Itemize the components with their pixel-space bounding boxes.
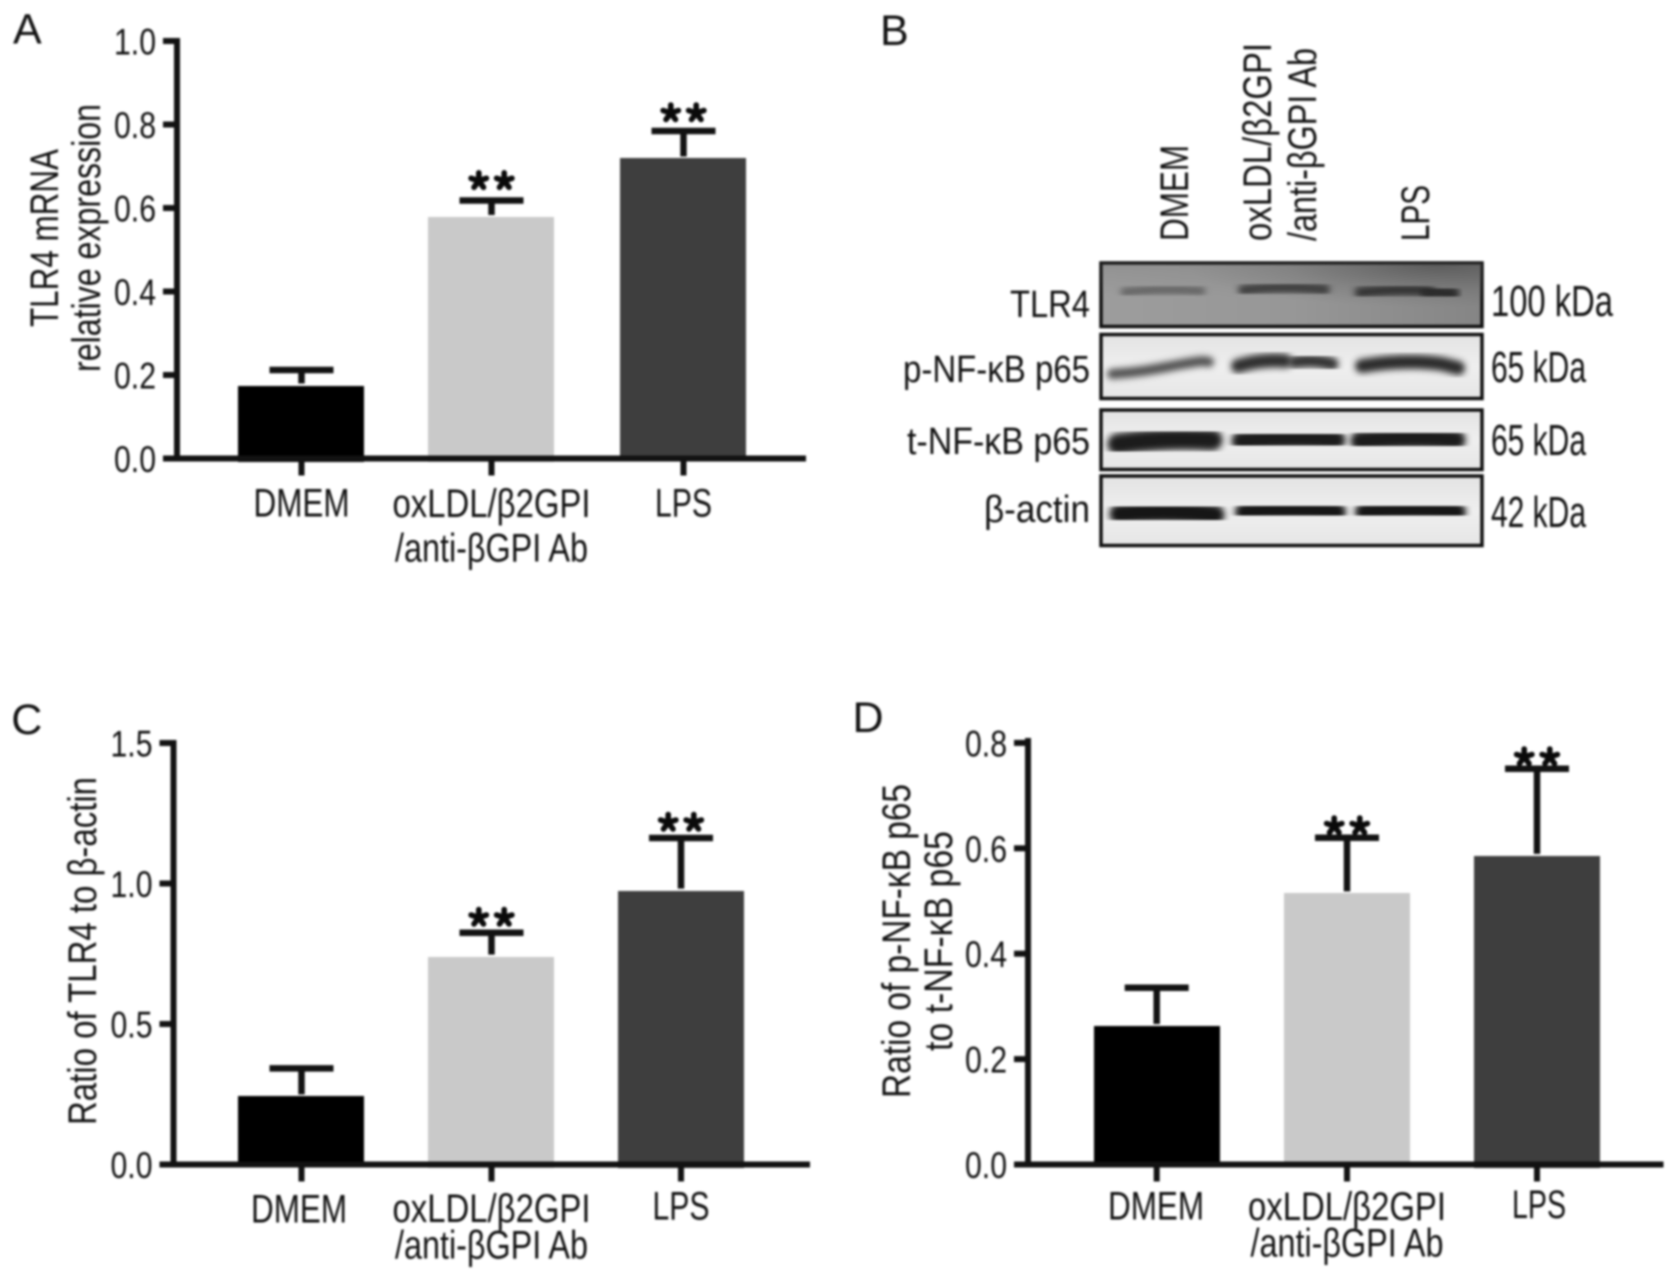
svg-text:oxLDL/β2GPI: oxLDL/β2GPI — [393, 482, 591, 526]
svg-text:oxLDL/β2GPI: oxLDL/β2GPI — [1248, 1185, 1446, 1229]
svg-text:C: C — [11, 696, 42, 744]
svg-text:1.0: 1.0 — [114, 22, 156, 63]
svg-text:65 kDa: 65 kDa — [1491, 343, 1586, 392]
svg-text:1.5: 1.5 — [111, 724, 153, 765]
svg-text:Ratio of TLR4 to β-actin: Ratio of TLR4 to β-actin — [61, 777, 105, 1125]
svg-text:0.6: 0.6 — [965, 829, 1007, 870]
svg-text:/anti-βGPI Ab: /anti-βGPI Ab — [395, 527, 588, 571]
svg-text:/anti-βGPI Ab: /anti-βGPI Ab — [1281, 48, 1325, 241]
svg-text:0.8: 0.8 — [114, 105, 156, 146]
svg-text:65 kDa: 65 kDa — [1491, 416, 1586, 465]
svg-text:DMEM: DMEM — [1153, 145, 1197, 241]
svg-text:to t-NF-κB p65: to t-NF-κB p65 — [917, 831, 961, 1051]
svg-text:LPS: LPS — [1394, 185, 1438, 241]
svg-text:LPS: LPS — [655, 482, 712, 526]
svg-text:D: D — [853, 694, 884, 742]
svg-text:100 kDa: 100 kDa — [1491, 277, 1613, 326]
svg-text:LPS: LPS — [653, 1185, 710, 1229]
svg-text:0.0: 0.0 — [111, 1145, 153, 1186]
svg-text:0.0: 0.0 — [114, 439, 156, 480]
svg-text:DMEM: DMEM — [254, 482, 350, 526]
svg-text:TLR4 mRNA: TLR4 mRNA — [23, 149, 67, 327]
svg-text:0.2: 0.2 — [114, 356, 156, 397]
svg-text:LPS: LPS — [1512, 1183, 1566, 1227]
svg-text:0.5: 0.5 — [111, 1005, 153, 1046]
svg-text:β-actin: β-actin — [984, 489, 1090, 531]
svg-text:DMEM: DMEM — [251, 1188, 347, 1232]
svg-text:1.0: 1.0 — [111, 864, 153, 905]
svg-text:0.2: 0.2 — [965, 1040, 1007, 1081]
svg-text:oxLDL/β2GPI: oxLDL/β2GPI — [1236, 43, 1280, 241]
svg-text:42 kDa: 42 kDa — [1491, 488, 1586, 537]
svg-text:DMEM: DMEM — [1108, 1185, 1204, 1229]
svg-text:Ratio of p-NF-κB p65: Ratio of p-NF-κB p65 — [875, 784, 919, 1098]
svg-text:0.8: 0.8 — [965, 723, 1007, 764]
svg-text:0.4: 0.4 — [965, 934, 1007, 975]
svg-text:/anti-βGPI Ab: /anti-βGPI Ab — [395, 1224, 588, 1268]
svg-text:/anti-βGPI Ab: /anti-βGPI Ab — [1251, 1222, 1444, 1266]
svg-text:B: B — [880, 7, 909, 55]
svg-text:0.0: 0.0 — [965, 1145, 1007, 1186]
svg-text:p-NF-κB p65: p-NF-κB p65 — [903, 349, 1090, 391]
svg-text:oxLDL/β2GPI: oxLDL/β2GPI — [393, 1187, 591, 1231]
svg-text:0.4: 0.4 — [114, 272, 156, 313]
svg-text:A: A — [13, 6, 42, 54]
svg-text:t-NF-κB p65: t-NF-κB p65 — [907, 421, 1090, 463]
svg-text:TLR4: TLR4 — [1010, 284, 1090, 326]
svg-text:relative expression: relative expression — [65, 104, 109, 372]
svg-text:0.6: 0.6 — [114, 189, 156, 230]
